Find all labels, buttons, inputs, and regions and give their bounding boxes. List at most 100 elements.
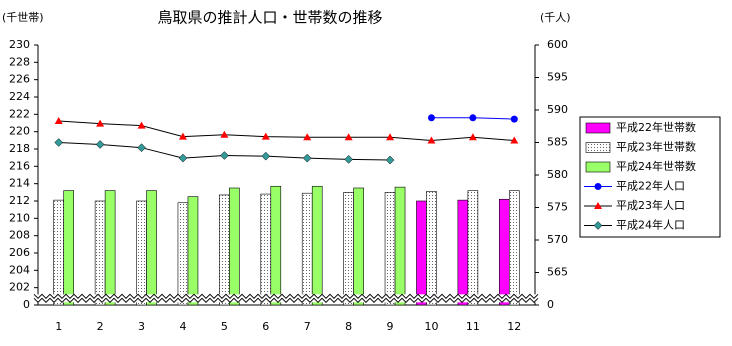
y2-tick-label: 570 bbox=[547, 233, 568, 246]
marker bbox=[594, 183, 602, 190]
y-tick-label: 214 bbox=[9, 177, 30, 190]
bar bbox=[301, 192, 313, 306]
bar bbox=[136, 200, 147, 306]
y2-tick-label: 580 bbox=[547, 168, 568, 181]
axis-break bbox=[33, 297, 539, 304]
y2-tick-label: 565 bbox=[547, 266, 568, 279]
bar bbox=[270, 185, 282, 306]
bar bbox=[311, 185, 323, 306]
y2-tick-label: 595 bbox=[547, 71, 568, 84]
marker bbox=[427, 114, 435, 122]
bar bbox=[53, 199, 65, 306]
marker bbox=[469, 114, 477, 122]
marker bbox=[510, 115, 518, 123]
marker bbox=[594, 202, 602, 209]
marker bbox=[344, 155, 353, 164]
legend-box bbox=[579, 116, 721, 238]
x-tick-label: 3 bbox=[138, 320, 145, 333]
marker bbox=[261, 151, 271, 161]
marker bbox=[344, 133, 353, 141]
y-tick-label: 216 bbox=[9, 159, 30, 172]
bar bbox=[94, 200, 106, 306]
bar bbox=[384, 192, 396, 306]
bar bbox=[394, 186, 406, 306]
legend-label: 平成23年世帯数 bbox=[616, 140, 696, 154]
x-tick-label: 7 bbox=[304, 320, 311, 333]
bar bbox=[508, 190, 520, 306]
bar bbox=[498, 198, 510, 306]
y-tick-label: 212 bbox=[9, 194, 30, 207]
marker bbox=[54, 117, 63, 125]
x-tick-label: 1 bbox=[55, 320, 62, 333]
marker bbox=[386, 133, 395, 141]
bar bbox=[457, 199, 469, 306]
marker bbox=[510, 136, 519, 144]
bar bbox=[353, 187, 364, 306]
y-tick-label: 228 bbox=[9, 55, 30, 68]
legend-swatch bbox=[585, 122, 611, 134]
marker bbox=[593, 221, 603, 230]
y-tick-label: 218 bbox=[9, 142, 30, 155]
x-tick-label: 5 bbox=[221, 320, 228, 333]
marker bbox=[385, 155, 395, 165]
axis-break bbox=[33, 293, 539, 300]
x-tick-label: 4 bbox=[179, 320, 186, 333]
marker bbox=[95, 140, 105, 149]
legend-label: 平成22年世帯数 bbox=[616, 120, 696, 134]
y2-tick-label: 575 bbox=[547, 201, 568, 214]
y-tick-label: 202 bbox=[9, 281, 30, 294]
bar bbox=[177, 202, 189, 306]
marker bbox=[220, 130, 229, 138]
x-tick-label: 12 bbox=[507, 320, 521, 333]
bar bbox=[260, 193, 272, 306]
bar bbox=[187, 196, 199, 306]
marker bbox=[178, 132, 187, 140]
marker bbox=[96, 119, 105, 127]
x-tick-label: 10 bbox=[424, 320, 438, 333]
marker bbox=[427, 136, 436, 144]
y-tick-label: 208 bbox=[9, 229, 30, 242]
marker bbox=[261, 132, 270, 140]
bar bbox=[416, 200, 427, 306]
y2-tick-label: 0 bbox=[547, 298, 554, 311]
bar bbox=[426, 191, 437, 306]
marker bbox=[468, 133, 477, 141]
marker bbox=[220, 151, 229, 160]
bar bbox=[229, 187, 240, 306]
y-tick-label: 224 bbox=[9, 90, 30, 103]
bar bbox=[104, 190, 116, 306]
y2-tick-label: 600 bbox=[547, 38, 568, 51]
marker bbox=[302, 153, 312, 163]
y-tick-label: 206 bbox=[9, 246, 30, 259]
y-tick-label: 210 bbox=[9, 211, 30, 224]
marker bbox=[54, 138, 64, 147]
x-tick-label: 9 bbox=[387, 320, 394, 333]
legend-label: 平成23年人口 bbox=[616, 198, 685, 212]
x-tick-label: 2 bbox=[97, 320, 104, 333]
marker bbox=[303, 133, 312, 141]
legend-label: 平成24年世帯数 bbox=[616, 159, 696, 173]
y-tick-label: 230 bbox=[9, 38, 30, 51]
x-tick-label: 6 bbox=[262, 320, 269, 333]
y-tick-label: 220 bbox=[9, 125, 30, 138]
bar bbox=[146, 190, 157, 306]
y2-tick-label: 590 bbox=[547, 103, 568, 116]
y-tick-label: 226 bbox=[9, 73, 30, 86]
line bbox=[58, 120, 515, 142]
chart-title: 鳥取県の推計人口・世帯数の推移 bbox=[157, 9, 382, 27]
marker bbox=[137, 121, 146, 129]
bar bbox=[343, 192, 354, 306]
legend-label: 平成24年人口 bbox=[616, 218, 685, 232]
y-axis-label: (千世帯) bbox=[2, 11, 44, 24]
bar bbox=[467, 190, 479, 306]
y-tick-label: 222 bbox=[9, 107, 30, 120]
y-tick-label: 204 bbox=[9, 263, 30, 276]
legend-label: 平成22年人口 bbox=[616, 179, 685, 193]
legend-swatch bbox=[585, 161, 611, 173]
y2-axis-label: (千人) bbox=[540, 11, 571, 24]
y2-tick-label: 585 bbox=[547, 136, 568, 149]
legend-swatch bbox=[585, 142, 611, 153]
x-tick-label: 11 bbox=[466, 320, 480, 333]
x-tick-label: 8 bbox=[345, 320, 352, 333]
